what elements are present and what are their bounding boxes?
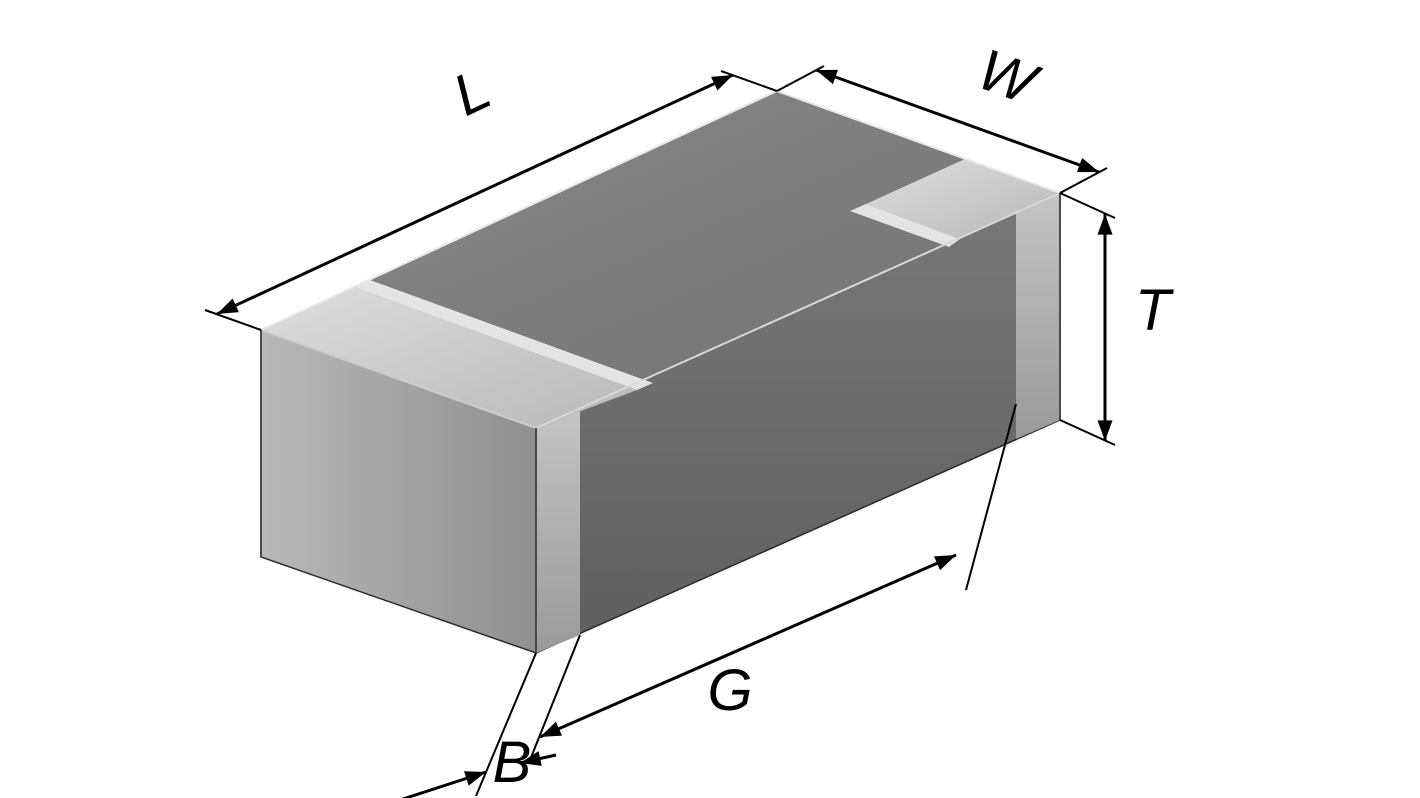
dim-label-L: L <box>443 56 500 129</box>
dim-label-G: G <box>707 658 752 723</box>
dim-label-W: W <box>970 37 1049 119</box>
dim-label-T: T <box>1135 278 1174 343</box>
dimension-diagram: L W T G B <box>0 0 1420 798</box>
diagram-container: L W T G B <box>0 0 1420 798</box>
dim-label-B: B <box>493 730 532 795</box>
